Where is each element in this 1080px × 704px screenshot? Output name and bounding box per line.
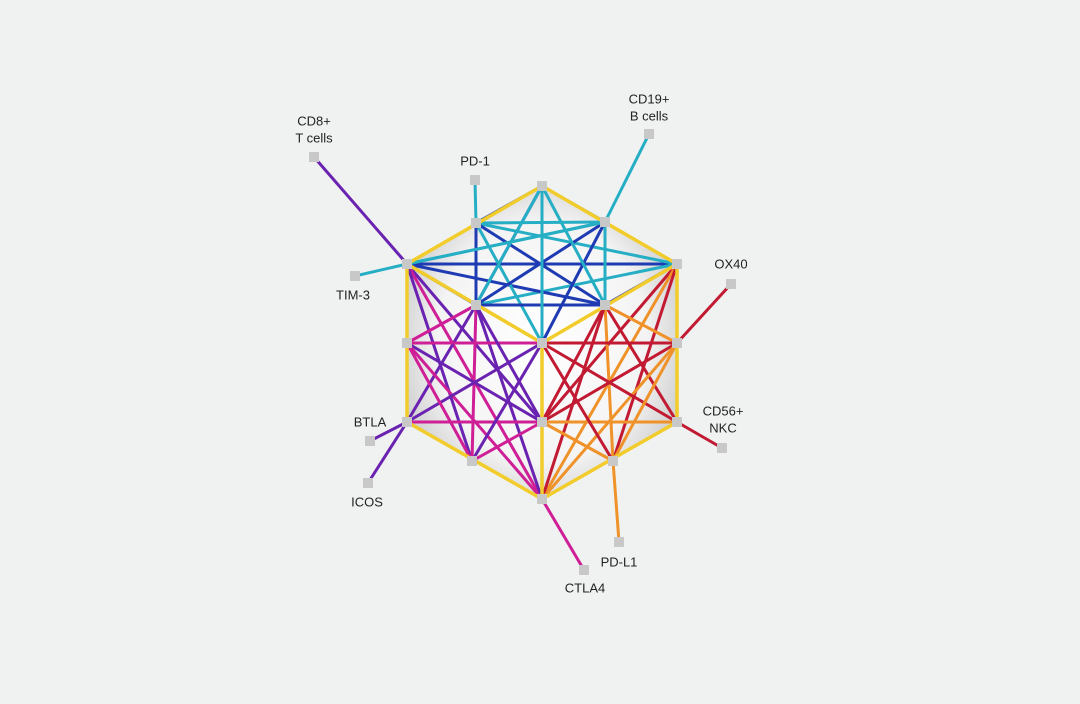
node	[537, 417, 547, 427]
node-label: OX40	[714, 256, 747, 271]
node	[402, 338, 412, 348]
pendant-edge	[354, 262, 408, 278]
edges	[405, 184, 679, 500]
node	[600, 217, 610, 227]
edge	[470, 342, 544, 462]
node	[579, 565, 589, 575]
edge	[611, 342, 679, 462]
node	[537, 181, 547, 191]
node	[363, 478, 373, 488]
edge	[540, 221, 607, 344]
node	[309, 152, 319, 162]
edge	[604, 303, 678, 345]
edge	[541, 420, 614, 463]
pendant-edge	[675, 282, 733, 345]
node-label: CD8+	[297, 113, 331, 128]
node	[537, 494, 547, 504]
node	[600, 300, 610, 310]
node	[672, 259, 682, 269]
pendant-edge	[540, 498, 586, 571]
pendant-edge	[366, 421, 409, 484]
edge	[471, 420, 543, 463]
node-label: NKC	[709, 420, 736, 435]
node	[672, 338, 682, 348]
node-label: ICOS	[351, 494, 383, 509]
edge	[406, 220, 606, 266]
node	[672, 417, 682, 427]
edge	[475, 221, 678, 266]
node-label: CD19+	[629, 91, 670, 106]
pendant-edge	[312, 156, 409, 265]
edge	[540, 304, 607, 423]
pendant-edge	[473, 179, 478, 224]
edge	[475, 262, 678, 307]
node-label: CTLA4	[565, 580, 605, 595]
edge	[474, 304, 544, 423]
nodes	[309, 129, 736, 575]
node	[471, 300, 481, 310]
node	[608, 456, 618, 466]
pendants	[312, 133, 733, 571]
edge	[474, 185, 544, 306]
edge	[406, 341, 543, 424]
pendant-edge	[369, 420, 408, 443]
node-label: B cells	[630, 108, 669, 123]
node-label: PD-L1	[601, 554, 638, 569]
edge	[541, 341, 678, 424]
node	[470, 175, 480, 185]
pendant-edge	[611, 460, 621, 543]
node	[471, 218, 481, 228]
edge	[406, 303, 477, 345]
node	[726, 279, 736, 289]
node	[537, 338, 547, 348]
node	[402, 417, 412, 427]
pendant-edge	[676, 420, 723, 450]
node-label: PD-1	[460, 153, 490, 168]
node	[467, 456, 477, 466]
node	[402, 259, 412, 269]
edge	[405, 342, 474, 462]
node	[614, 537, 624, 547]
edge	[540, 185, 607, 306]
node-label: T cells	[295, 130, 333, 145]
node	[644, 129, 654, 139]
node-label: TIM-3	[336, 287, 370, 302]
node	[365, 436, 375, 446]
pendant-edge	[603, 133, 651, 223]
node-label: CD56+	[703, 403, 744, 418]
node	[717, 443, 727, 453]
node	[350, 271, 360, 281]
edge	[540, 342, 615, 462]
labels: CD8+ T cells CD19+ B cells PD-1 TIM-3 OX40 CD56…	[295, 91, 747, 595]
node-label: BTLA	[354, 414, 387, 429]
